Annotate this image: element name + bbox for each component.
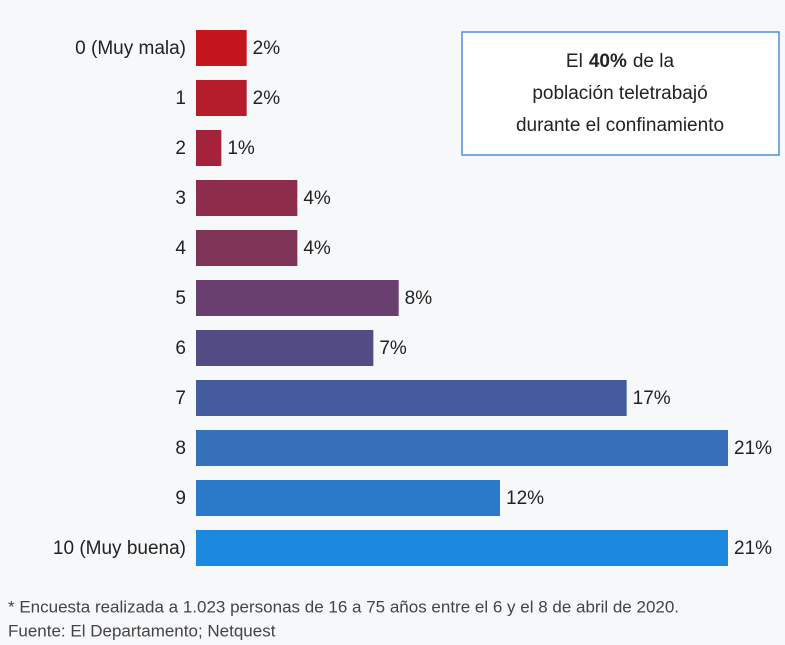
category-label: 9: [175, 488, 186, 509]
value-label: 7%: [379, 338, 407, 359]
value-label: 2%: [253, 88, 281, 109]
bar: [196, 180, 298, 216]
bar: [196, 80, 247, 116]
bar: [196, 430, 728, 466]
value-label: 21%: [734, 538, 772, 559]
value-label: 1%: [227, 138, 255, 159]
category-label: 6: [175, 338, 186, 359]
value-label: 8%: [405, 288, 433, 309]
annotation-text: El: [566, 51, 583, 72]
annotation-line: durante el confinamiento: [516, 115, 724, 136]
annotation-text: de la: [633, 51, 675, 72]
annotation-line: El 40% de la: [566, 51, 675, 72]
bar: [196, 30, 247, 66]
category-label: 1: [175, 88, 186, 109]
footnote: * Encuesta realizada a 1.023 personas de…: [8, 597, 679, 616]
value-label: 17%: [633, 388, 671, 409]
category-label: 2: [175, 138, 186, 159]
bar: [196, 530, 728, 566]
category-label: 5: [175, 288, 186, 309]
value-label: 21%: [734, 438, 772, 459]
bar: [196, 480, 500, 516]
category-label: 10 (Muy buena): [53, 538, 186, 559]
annotation-highlight: 40%: [589, 51, 627, 72]
source: Fuente: El Departamento; Netquest: [8, 621, 276, 640]
category-label: 3: [175, 188, 186, 209]
annotation-line: población teletrabajó: [532, 83, 707, 104]
value-label: 4%: [303, 188, 331, 209]
bar: [196, 230, 298, 266]
bar: [196, 330, 374, 366]
annotation-box: [461, 31, 780, 156]
bar: [196, 280, 399, 316]
value-label: 2%: [253, 38, 281, 59]
value-label: 12%: [506, 488, 544, 509]
category-label: 8: [175, 438, 186, 459]
bar: [196, 380, 627, 416]
bar: [196, 130, 222, 166]
category-label: 7: [175, 388, 186, 409]
value-label: 4%: [303, 238, 331, 259]
category-label: 0 (Muy mala): [75, 38, 186, 59]
category-label: 4: [175, 238, 186, 259]
